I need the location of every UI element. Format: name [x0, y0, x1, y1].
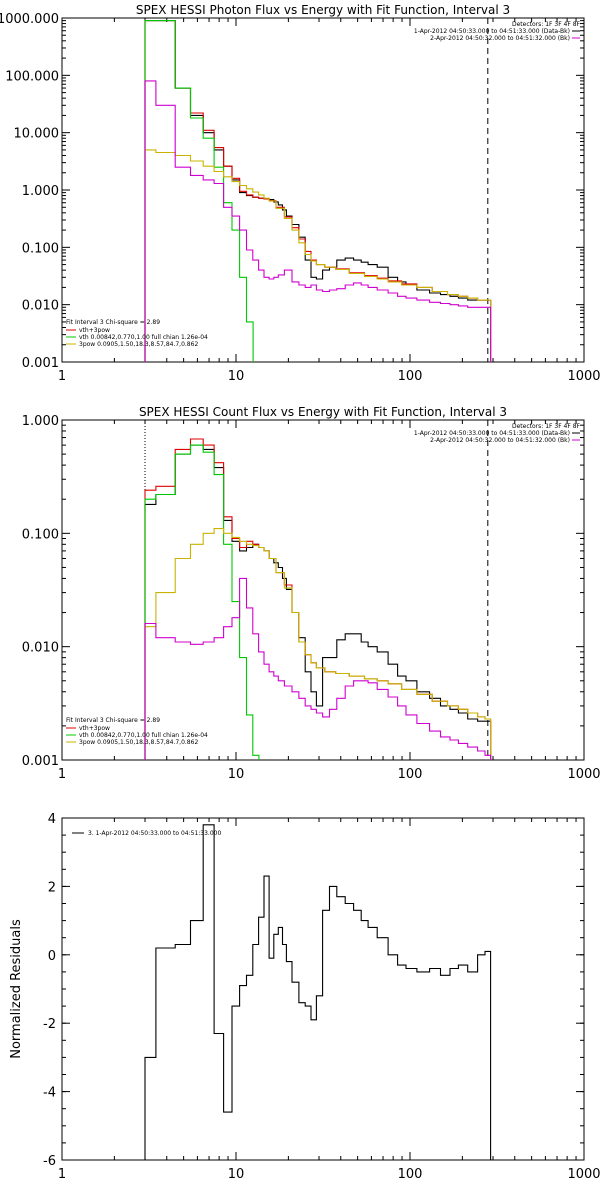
x-tick-label: 1	[58, 369, 66, 384]
series-group	[144, 824, 492, 1160]
info-block: Detectors: 1F 3F 4F 8F1-Apr-2012 04:50:3…	[414, 423, 581, 444]
fit-line-vth: vth 0.00842,0.770,1.00 full chian 1.26e-…	[79, 732, 208, 739]
series-bk	[144, 577, 492, 760]
y-tick-label: 10.000	[14, 127, 60, 142]
y-tick-label: -2	[43, 1017, 56, 1032]
series-pow	[144, 528, 492, 760]
fit-line-pow: 3pow 0.0905,1.50,18.3,8.57,84.7,0.862	[79, 341, 198, 348]
x-tick-label: 10	[228, 369, 245, 384]
series-total	[144, 438, 492, 760]
fit-legend: Fit Interval 3 Chi-square = 2.89vth+3pow…	[66, 319, 208, 348]
time-interval-data: 1-Apr-2012 04:50:33.000 to 04:51:33.000 …	[414, 28, 570, 35]
plot-frame	[61, 419, 585, 761]
y-tick-label: -6	[43, 1154, 56, 1169]
time-interval-bk: 2-Apr-2012 04:50:32.000 to 04:51:32.000 …	[430, 437, 570, 444]
chart-2: SPEX HESSI Count Flux vs Energy with Fit…	[22, 405, 600, 782]
x-tick-label: 1	[58, 1167, 66, 1182]
fit-legend: Fit Interval 3 Chi-square = 2.89vth+3pow…	[66, 717, 208, 746]
y-tick-label: 0.001	[22, 356, 59, 371]
x-tick-label: 1000	[567, 1167, 600, 1182]
y-tick-label: 0.010	[22, 641, 59, 656]
y-tick-label: 100.000	[5, 69, 59, 84]
plot-frame	[61, 17, 585, 363]
chart-1: SPEX HESSI Photon Flux vs Energy with Fi…	[0, 3, 600, 384]
y-tick-label: 1000.000	[0, 12, 59, 27]
x-tick-label: 100	[398, 1167, 423, 1182]
y-tick-label: 0	[48, 949, 56, 964]
fit-line-pow: 3pow 0.0905,1.50,18.3,8.57,84.7,0.862	[79, 739, 198, 746]
x-tick-label: 1000	[567, 767, 600, 782]
series-residuals	[144, 824, 492, 1160]
y-tick-label: 0.010	[22, 299, 59, 314]
x-tick-label: 100	[398, 767, 423, 782]
x-tick-label: 100	[398, 369, 423, 384]
x-tick-label: 1	[58, 767, 66, 782]
chart-title: SPEX HESSI Count Flux vs Energy with Fit…	[139, 405, 507, 419]
residual-legend: 3. 1-Apr-2012 04:50:33.000 to 04:51:33.0…	[72, 830, 221, 837]
fit-line-total: vth+3pow	[79, 725, 110, 732]
y-tick-label: 2	[48, 880, 56, 895]
fit-header: Fit Interval 3 Chi-square = 2.89	[66, 319, 160, 326]
y-axis-label: Normalized Residuals	[9, 919, 24, 1059]
time-interval-bk: 2-Apr-2012 04:50:32.000 to 04:51:32.000 …	[430, 35, 570, 42]
fit-header: Fit Interval 3 Chi-square = 2.89	[66, 717, 160, 724]
y-tick-label: 4	[48, 812, 56, 827]
y-tick-label: 0.001	[22, 754, 59, 769]
series-data	[144, 20, 492, 362]
series-vth	[144, 20, 254, 362]
series-vth	[144, 444, 260, 760]
info-block: Detectors: 1F 3F 4F 8F1-Apr-2012 04:50:3…	[414, 21, 581, 42]
series-total	[144, 20, 492, 362]
y-tick-label: 0.100	[22, 527, 59, 542]
chart-title: SPEX HESSI Photon Flux vs Energy with Fi…	[136, 3, 510, 17]
series-pow	[144, 149, 492, 362]
x-tick-label: 10	[228, 1167, 245, 1182]
y-tick-label: 1.000	[22, 184, 59, 199]
series-group	[144, 20, 492, 362]
time-interval-data: 1-Apr-2012 04:50:33.000 to 04:51:33.000 …	[414, 430, 570, 437]
detectors-label: Detectors: 1F 3F 4F 8F	[512, 423, 581, 430]
y-tick-label: 0.100	[22, 241, 59, 256]
y-tick-label: 1.000	[22, 414, 59, 429]
fit-line-vth: vth 0.00842,0.770,1.00 full chian 1.26e-…	[79, 334, 208, 341]
chart-3: 1 10 100 1000 -6 -4 -2 0 2 4 Normalized Residuals 3…	[9, 812, 600, 1182]
y-tick-label: -4	[43, 1086, 56, 1101]
x-tick-label: 1000	[567, 369, 600, 384]
series-data	[144, 444, 492, 760]
series-group	[144, 438, 492, 760]
series-bk	[144, 80, 492, 362]
residual-legend-label: 3. 1-Apr-2012 04:50:33.000 to 04:51:33.0…	[88, 830, 221, 837]
detectors-label: Detectors: 1F 3F 4F 8F	[512, 21, 581, 28]
fit-line-total: vth+3pow	[79, 327, 110, 334]
x-tick-label: 10	[228, 767, 245, 782]
